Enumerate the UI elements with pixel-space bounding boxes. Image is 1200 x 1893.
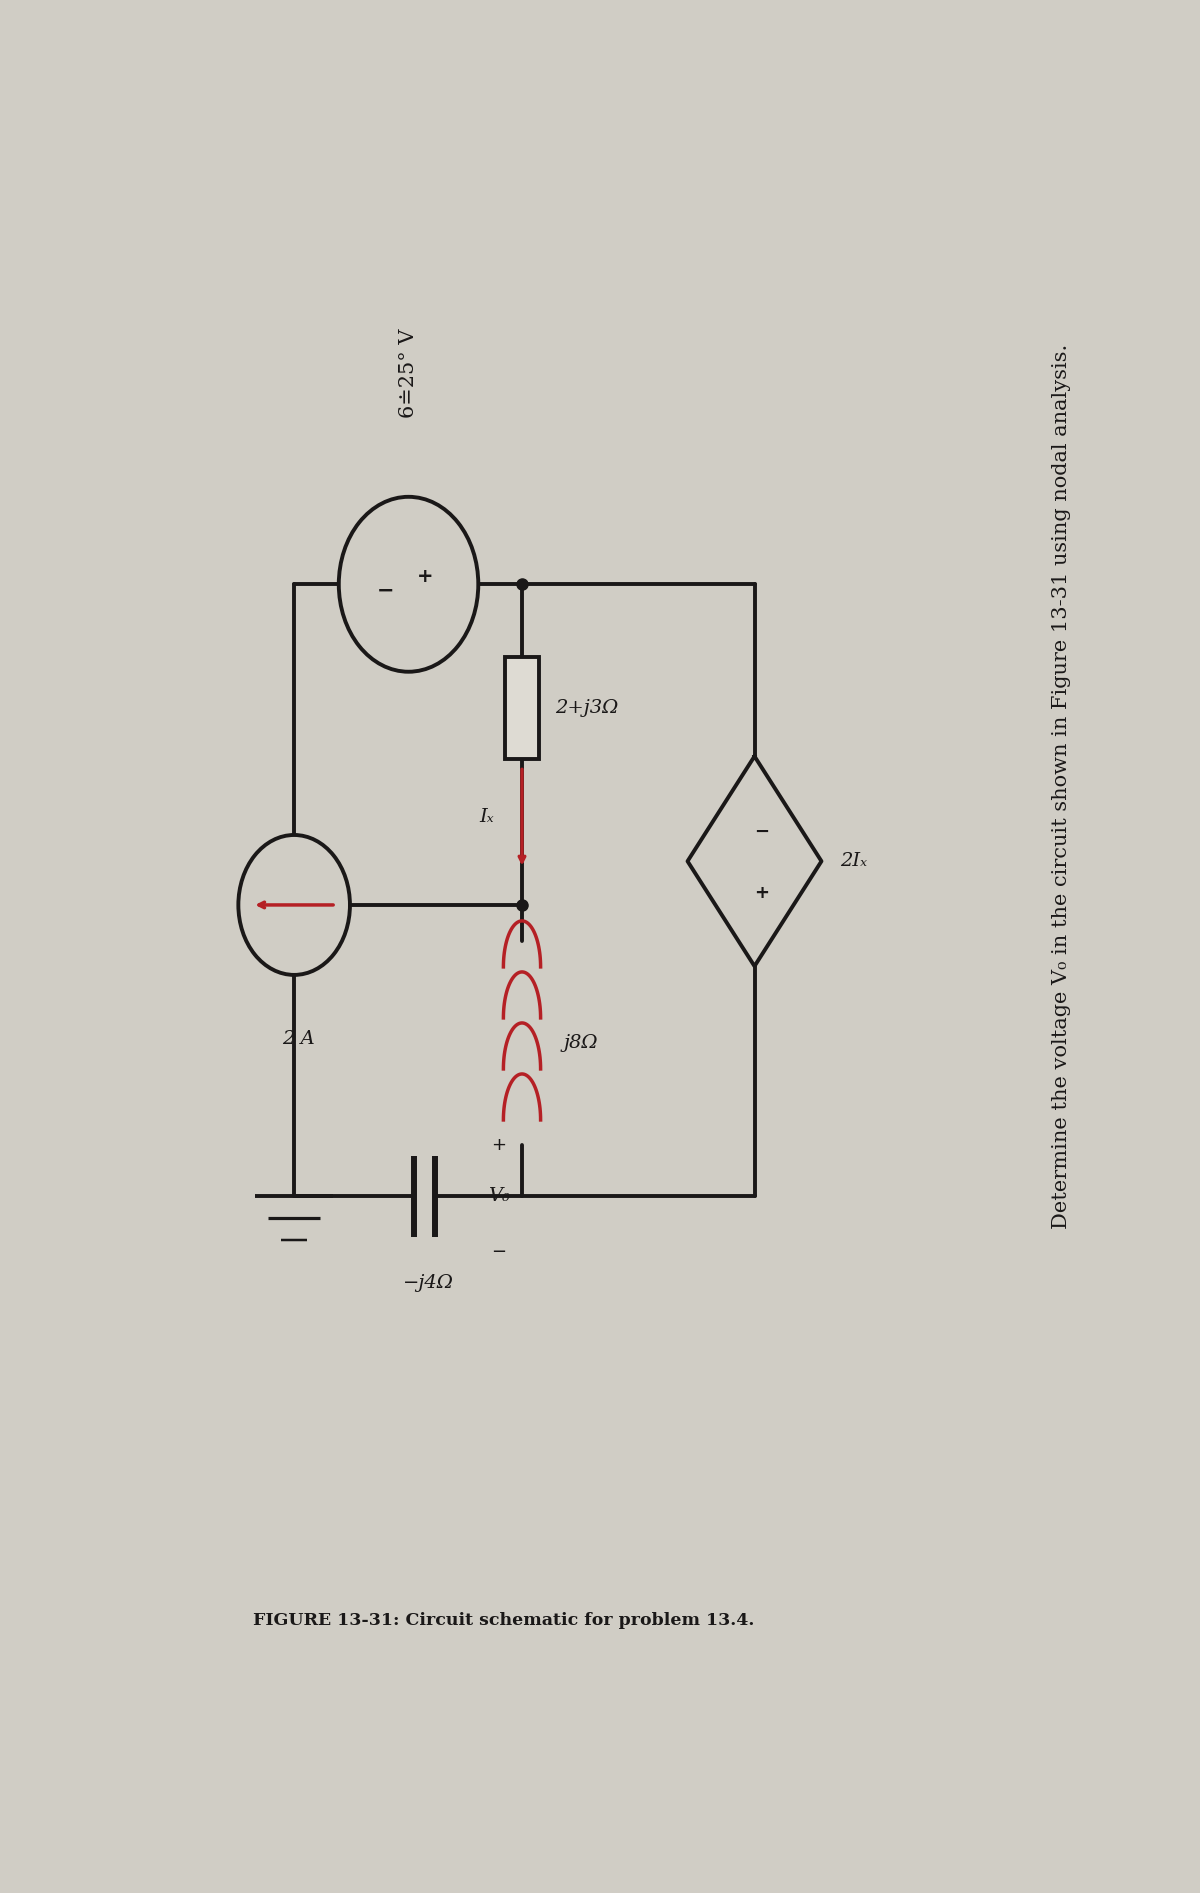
Text: −: − [377,579,394,600]
Text: −j4Ω: −j4Ω [403,1274,454,1291]
Bar [505,657,539,759]
Text: +: + [418,568,433,587]
Polygon shape [688,757,822,965]
Text: Iₓ: Iₓ [480,808,494,827]
Text: V₀: V₀ [487,1187,510,1206]
Text: 2Iₓ: 2Iₓ [840,852,868,871]
Text: j8Ω: j8Ω [564,1034,599,1053]
Text: 2+j3Ω: 2+j3Ω [556,699,619,717]
Text: +: + [491,1136,506,1155]
Text: +: + [755,884,769,903]
Text: 2 A: 2 A [282,1030,316,1049]
Text: FIGURE 13-31: Circuit schematic for problem 13.4.: FIGURE 13-31: Circuit schematic for prob… [253,1613,754,1630]
Text: −: − [491,1244,506,1261]
Text: Determine the voltage V₀ in the circuit shown in Figure 13-31 using nodal analys: Determine the voltage V₀ in the circuit … [1051,345,1070,1229]
Text: 6≐25° V: 6≐25° V [400,327,418,418]
Text: −: − [755,823,769,840]
Ellipse shape [239,835,350,975]
Ellipse shape [338,496,479,672]
